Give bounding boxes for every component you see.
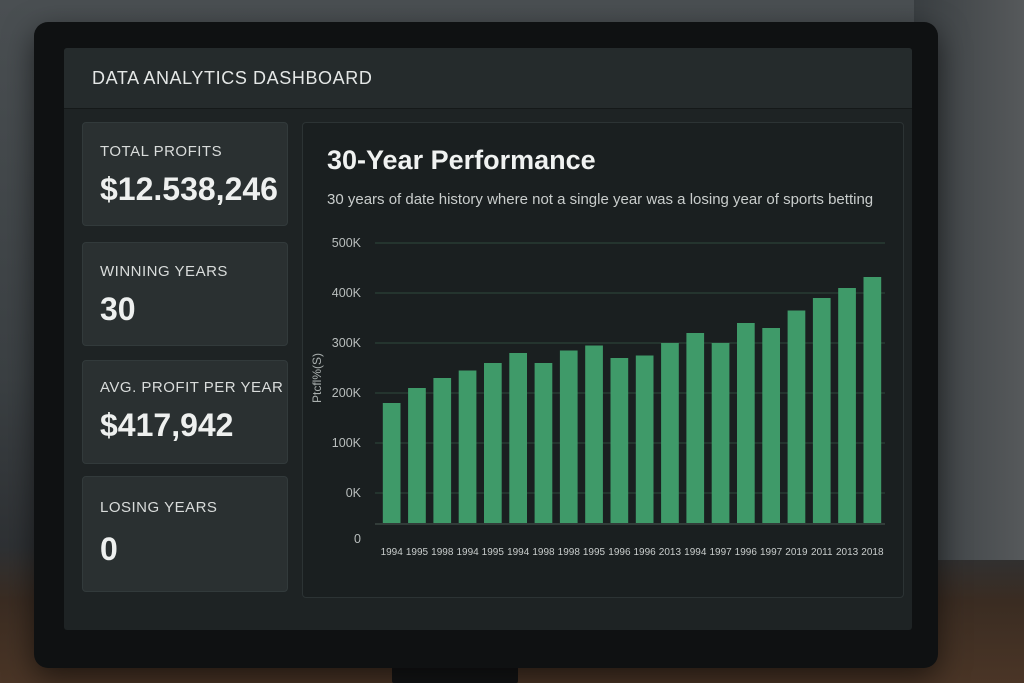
bar (635, 355, 654, 523)
y-axis-label: Ptcfl%(S) (310, 353, 324, 403)
y-tick-label: 200K (332, 386, 362, 400)
bar (686, 333, 705, 523)
x-tick-label: 1994 (684, 547, 707, 558)
chart-title: 30-Year Performance (327, 145, 596, 175)
bar (534, 363, 553, 523)
y-tick-label: 0 (354, 532, 361, 546)
x-tick-label: 2011 (811, 547, 833, 558)
bar (408, 388, 426, 523)
card-label: WINNING YEARS (100, 263, 228, 280)
winning-years-card: WINNING YEARS 30 (82, 242, 288, 346)
bar (787, 310, 806, 523)
x-tick-label: 2013 (659, 547, 682, 558)
x-tick-label: 2018 (861, 547, 884, 558)
card-label: LOSING YEARS (100, 499, 218, 516)
x-tick-label: 1995 (583, 547, 606, 558)
x-tick-label: 1996 (735, 547, 758, 558)
bar (812, 298, 831, 523)
dashboard-screen: DATA ANALYTICS DASHBOARD TOTAL PROFITS $… (64, 48, 912, 630)
losing-years-card: LOSING YEARS 0 (82, 476, 288, 592)
bar (382, 403, 401, 523)
card-label: TOTAL PROFITS (100, 143, 223, 160)
x-tick-label: 2013 (836, 547, 859, 558)
card-value: 30 (100, 291, 136, 327)
bar (433, 378, 452, 523)
bar (762, 328, 780, 523)
bar (484, 363, 502, 523)
bar (458, 370, 477, 523)
card-value: 0 (100, 531, 118, 567)
dashboard-header: DATA ANALYTICS DASHBOARD (64, 48, 912, 109)
bar (509, 353, 527, 523)
y-tick-label: 100K (332, 436, 362, 450)
x-tick-label: 1998 (558, 547, 581, 558)
x-tick-label: 1998 (532, 547, 555, 558)
x-tick-label: 1994 (381, 547, 404, 558)
chart-panel: 30-Year Performance 30 years of date his… (302, 122, 904, 598)
x-tick-label: 1997 (709, 547, 732, 558)
x-tick-label: 1996 (633, 547, 656, 558)
x-tick-label: 1994 (507, 547, 530, 558)
bar (711, 343, 730, 523)
chart-subtitle: 30 years of date history where not a sin… (327, 191, 874, 208)
bar (863, 277, 882, 523)
dashboard-title: DATA ANALYTICS DASHBOARD (92, 68, 373, 88)
y-tick-label: 500K (332, 236, 362, 250)
card-label: AVG. PROFIT PER YEAR (100, 379, 284, 396)
x-tick-label: 1994 (456, 547, 479, 558)
x-tick-label: 1997 (760, 547, 783, 558)
total-profits-card: TOTAL PROFITS $12.538,246 (82, 122, 288, 226)
x-tick-label: 1995 (482, 547, 505, 558)
x-tick-label: 2019 (785, 547, 808, 558)
bar (838, 288, 856, 523)
x-tick-label: 1995 (406, 547, 429, 558)
y-tick-label: 400K (332, 286, 362, 300)
y-tick-label: 0K (346, 486, 362, 500)
monitor-bezel: DATA ANALYTICS DASHBOARD TOTAL PROFITS $… (34, 22, 938, 668)
bar (610, 358, 629, 523)
card-value: $417,942 (100, 407, 234, 443)
bar (559, 350, 578, 523)
card-value: $12.538,246 (100, 171, 278, 207)
y-tick-label: 300K (332, 336, 362, 350)
avg-profit-card: AVG. PROFIT PER YEAR $417,942 (82, 360, 288, 464)
bar (661, 343, 679, 523)
bar (585, 345, 603, 523)
x-tick-label: 1996 (608, 547, 631, 558)
bar (737, 323, 755, 523)
x-tick-label: 1998 (431, 547, 454, 558)
